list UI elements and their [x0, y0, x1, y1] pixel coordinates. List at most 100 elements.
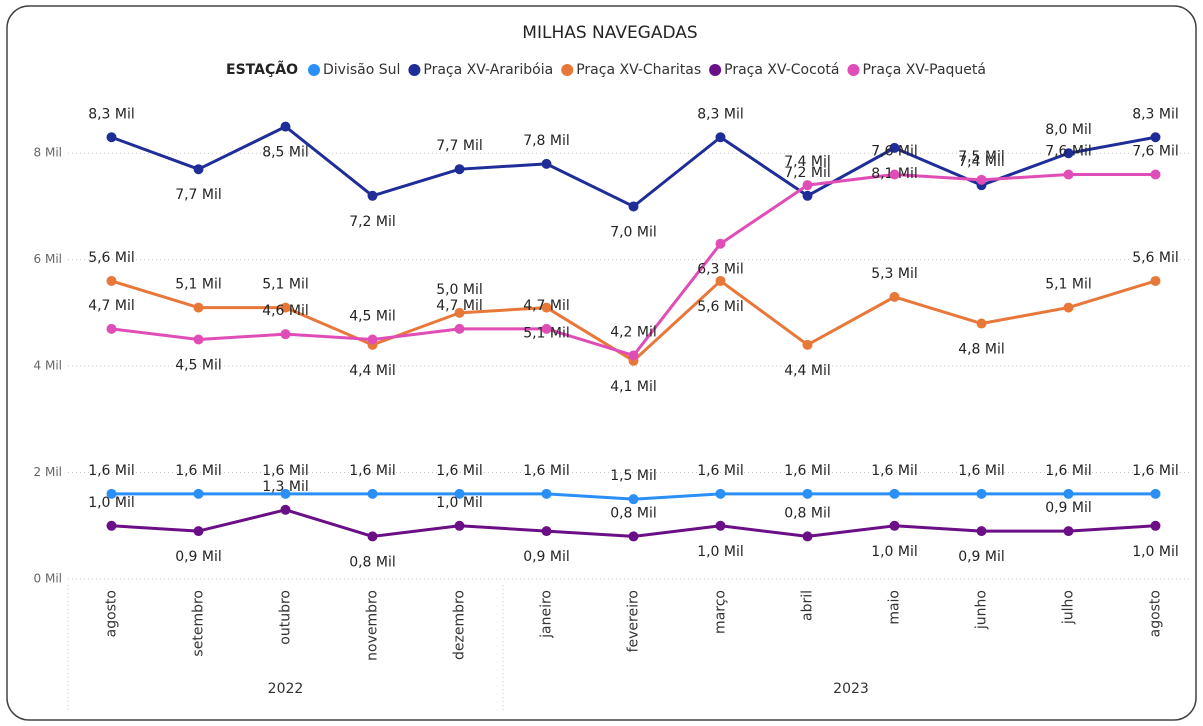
- data-label: 1,6 Mil: [523, 463, 570, 479]
- data-label: 0,8 Mil: [610, 505, 657, 521]
- x-tick-label: março: [713, 590, 729, 634]
- data-label: 0,9 Mil: [958, 549, 1005, 565]
- data-label: 4,7 Mil: [88, 298, 135, 314]
- data-label: 4,7 Mil: [523, 298, 570, 314]
- data-point: [280, 504, 291, 515]
- x-tick-label: outubro: [278, 590, 294, 645]
- x-tick-label: julho: [1061, 590, 1077, 625]
- data-label: 1,0 Mil: [697, 544, 744, 560]
- data-point: [715, 238, 726, 249]
- data-point: [1063, 488, 1074, 499]
- data-label: 0,9 Mil: [523, 549, 570, 565]
- data-point: [541, 158, 552, 169]
- data-label: 0,8 Mil: [784, 505, 831, 521]
- data-point: [106, 488, 117, 499]
- data-label: 1,5 Mil: [610, 468, 657, 484]
- data-point: [1063, 169, 1074, 180]
- y-tick-label: 4 Mil: [34, 359, 62, 373]
- data-label: 0,9 Mil: [175, 549, 222, 565]
- x-group-label: 2022: [268, 681, 304, 697]
- data-label: 8,3 Mil: [88, 106, 135, 122]
- legend-marker: [308, 64, 320, 76]
- x-tick-label: junho: [974, 590, 990, 630]
- data-point: [889, 291, 900, 302]
- legend: ESTAÇÃO Divisão Sul Praça XV-Araribóia Praç…: [226, 61, 986, 78]
- data-point: [541, 526, 552, 537]
- y-tick-label: 6 Mil: [34, 252, 62, 266]
- data-label: 7,5 Mil: [958, 149, 1005, 165]
- data-point: [715, 132, 726, 143]
- x-tick-label: novembro: [365, 590, 381, 661]
- legend-label: Praça XV-Paquetá: [862, 62, 986, 78]
- legend-label: Praça XV-Cocotá: [724, 62, 839, 78]
- data-label: 0,9 Mil: [1045, 500, 1092, 516]
- data-label: 5,0 Mil: [436, 282, 483, 298]
- data-label: 7,6 Mil: [1132, 144, 1179, 160]
- data-point: [802, 531, 813, 542]
- x-tick-label: dezembro: [452, 590, 468, 660]
- data-point: [280, 488, 291, 499]
- legend-title: ESTAÇÃO: [226, 61, 298, 78]
- data-label: 4,6 Mil: [262, 303, 309, 319]
- x-tick-label: setembro: [191, 590, 207, 657]
- data-point: [976, 174, 987, 185]
- data-point: [367, 488, 378, 499]
- data-point: [715, 275, 726, 286]
- data-point: [367, 190, 378, 201]
- y-tick-label: 0 Mil: [34, 572, 62, 586]
- legend-marker: [561, 64, 574, 76]
- data-point: [454, 307, 465, 318]
- data-point: [541, 488, 552, 499]
- chart-title: MILHAS NAVEGADAS: [522, 23, 697, 43]
- data-point: [628, 494, 639, 505]
- data-point: [715, 520, 726, 531]
- data-label: 5,1 Mil: [262, 277, 309, 293]
- data-label: 1,6 Mil: [349, 463, 396, 479]
- data-point: [193, 302, 204, 313]
- data-point: [1063, 302, 1074, 313]
- legend-marker: [408, 64, 421, 76]
- data-point: [802, 180, 813, 191]
- data-label: 7,7 Mil: [436, 138, 483, 154]
- data-point: [976, 488, 987, 499]
- data-label: 4,4 Mil: [784, 363, 831, 379]
- data-point: [193, 164, 204, 175]
- data-point: [1150, 132, 1161, 143]
- x-tick-label: abril: [800, 590, 816, 621]
- data-point: [106, 132, 117, 143]
- data-label: 1,0 Mil: [436, 495, 483, 511]
- data-point: [106, 520, 117, 531]
- data-label: 1,6 Mil: [871, 463, 918, 479]
- data-point: [1063, 148, 1074, 159]
- data-label: 5,1 Mil: [175, 277, 222, 293]
- data-label: 1,3 Mil: [262, 479, 309, 495]
- data-label: 5,6 Mil: [697, 299, 744, 315]
- data-point: [976, 526, 987, 537]
- data-label: 1,0 Mil: [871, 544, 918, 560]
- data-point: [628, 350, 639, 361]
- data-point: [454, 520, 465, 531]
- data-label: 6,3 Mil: [697, 262, 744, 278]
- data-point: [889, 169, 900, 180]
- data-label: 4,1 Mil: [610, 379, 657, 395]
- data-point: [367, 334, 378, 345]
- data-label: 1,6 Mil: [1132, 463, 1179, 479]
- data-point: [193, 526, 204, 537]
- data-label: 8,3 Mil: [697, 106, 744, 122]
- y-tick-label: 8 Mil: [34, 146, 62, 160]
- y-tick-label: 2 Mil: [34, 465, 62, 479]
- data-label: 7,6 Mil: [1045, 144, 1092, 160]
- data-label: 1,6 Mil: [175, 463, 222, 479]
- data-label: 1,6 Mil: [262, 463, 309, 479]
- data-label: 0,8 Mil: [349, 554, 396, 570]
- data-point: [106, 323, 117, 334]
- data-point: [106, 275, 117, 286]
- data-label: 4,2 Mil: [610, 324, 657, 340]
- data-label: 1,6 Mil: [1045, 463, 1092, 479]
- data-point: [1150, 169, 1161, 180]
- data-label: 7,4 Mil: [784, 154, 831, 170]
- data-point: [976, 318, 987, 329]
- data-point: [280, 329, 291, 340]
- data-point: [889, 142, 900, 153]
- data-point: [715, 488, 726, 499]
